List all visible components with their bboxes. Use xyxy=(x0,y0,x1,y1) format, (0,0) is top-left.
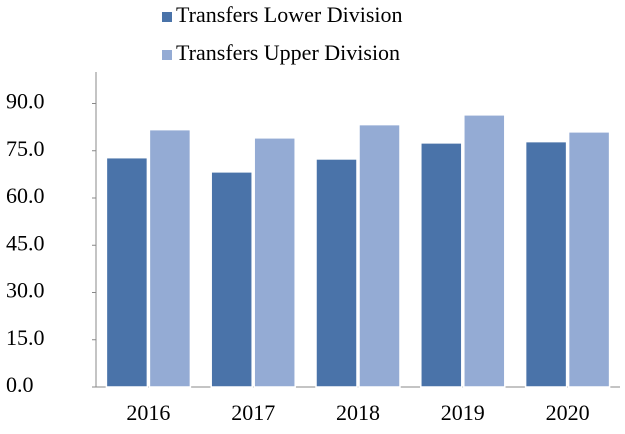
legend-swatch xyxy=(162,12,172,22)
y-tick-label: 60.0 xyxy=(6,183,45,208)
bar xyxy=(105,156,149,388)
y-tick-label: 30.0 xyxy=(6,278,45,303)
y-tick-label: 90.0 xyxy=(6,89,45,114)
x-tick-label: 2020 xyxy=(546,400,590,425)
bar xyxy=(420,142,463,388)
bar xyxy=(253,137,296,388)
x-tick-label: 2017 xyxy=(231,400,275,425)
legend-label: Transfers Lower Division xyxy=(176,2,403,27)
bar xyxy=(524,140,568,388)
bar xyxy=(315,158,358,388)
bar xyxy=(567,131,611,388)
x-tick-label: 2019 xyxy=(441,400,485,425)
x-tick-label: 2018 xyxy=(336,400,380,425)
legend-label: Transfers Upper Division xyxy=(176,40,400,65)
y-tick-label: 75.0 xyxy=(6,136,45,161)
bar xyxy=(148,128,192,388)
bar xyxy=(358,123,401,388)
legend-swatch xyxy=(162,50,172,60)
y-tick-label: 15.0 xyxy=(6,325,45,350)
bar xyxy=(210,171,253,388)
y-tick-label: 45.0 xyxy=(6,230,45,255)
bar xyxy=(463,114,506,388)
y-tick-label: 0.0 xyxy=(6,372,34,397)
x-tick-label: 2016 xyxy=(126,400,170,425)
